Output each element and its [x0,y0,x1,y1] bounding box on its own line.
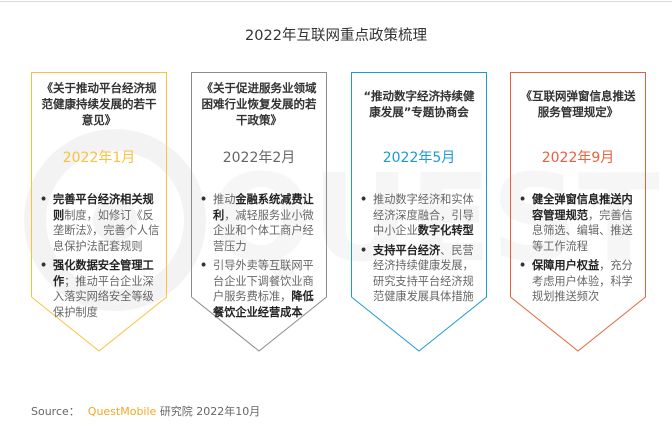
card-date: 2022年2月 [222,150,296,166]
card-date: 2022年1月 [62,150,136,166]
bullet-dot-icon: • [519,259,527,272]
card-bullets: • 完善平台经济相关规则制度，如修订《反垄断法》，完善个人信息保护法配套规则 •… [37,192,161,324]
card-date: 2022年5月 [382,150,456,166]
card-outline-arrow [191,72,327,352]
card-title: “推动数字经济持续健康发展”专题协商会 [363,89,475,119]
bullet-item: • 推动金融系统减费让利，减轻服务业小微企业和个体工商户经营压力 [200,193,314,253]
card-title: 《互联网弹窗信息推送服务管理规定》 [520,89,636,119]
source-label: Source： [31,405,80,418]
card-bullets: • 健全弹窗信息推送内容管理规范，完善信息筛选、编辑、推送等工作流程 • 保障用… [516,192,640,309]
source-note: Source： QuestMobile 研究院 2022年10月 [31,403,260,419]
card-bullets: • 推动数字经济和实体经济深度融合，引导中小企业数字化转型 • 支持平台经济、民… [357,192,481,309]
card-outline-arrow [31,72,167,352]
policy-card-feb: 《关于促进服务业领域困难行业恢复发展的若干政策》 2022年2月 • 推动金融系… [191,72,327,352]
bullet-item: • 推动数字经济和实体经济深度融合，引导中小企业数字化转型 [360,193,474,237]
bullet-item: • 强化数据安全管理工作；推动平台企业深入落实网络安全等级保护制度 [40,259,154,319]
card-title: 《关于推动平台经济规范健康持续发展的若干意见》 [41,81,157,127]
source-brand: QuestMobile [87,405,157,418]
top-divider [0,1,672,2]
card-outline-arrow [510,72,646,352]
source-detail: 研究院 2022年10月 [159,405,261,418]
bullet-dot-icon: • [200,259,208,272]
bullet-item: • 保障用户权益，充分考虑用户体验，科学规划推送频次 [519,259,633,303]
card-date: 2022年9月 [541,150,615,166]
card-outline-arrow [351,72,487,352]
bullet-dot-icon: • [40,193,48,206]
bullet-item: • 支持平台经济、民营经济持续健康发展，研究支持平台经济规范健康发展具体措施 [360,243,474,304]
bullet-dot-icon: • [200,193,208,206]
bullet-dot-icon: • [360,243,368,257]
bullet-item: • 完善平台经济相关规则制度，如修订《反垄断法》，完善个人信息保护法配套规则 [40,193,160,253]
bullet-dot-icon: • [519,193,527,206]
card-title: 《关于促进服务业领域困难行业恢复发展的若干政策》 [201,81,317,127]
policy-card-jan: 《关于推动平台经济规范健康持续发展的若干意见》 2022年1月 • 完善平台经济… [31,72,167,352]
bullet-item: • 健全弹窗信息推送内容管理规范，完善信息筛选、编辑、推送等工作流程 [519,193,633,253]
page-title: 2022年互联网重点政策梳理 [245,28,427,44]
policy-card-sep: 《互联网弹窗信息推送服务管理规定》 2022年9月 • 健全弹窗信息推送内容管理… [510,72,646,352]
bullet-dot-icon: • [40,259,48,272]
bullet-dot-icon: • [360,193,368,206]
bullet-item: • 引导外卖等互联网平台企业下调餐饮业商户服务费标准，降低餐饮企业经营成本 [200,259,314,319]
policy-card-may: “推动数字经济持续健康发展”专题协商会 2022年5月 • 推动数字经济和实体经… [351,72,487,352]
card-bullets: • 推动金融系统减费让利，减轻服务业小微企业和个体工商户经营压力 • 引导外卖等… [197,192,321,324]
